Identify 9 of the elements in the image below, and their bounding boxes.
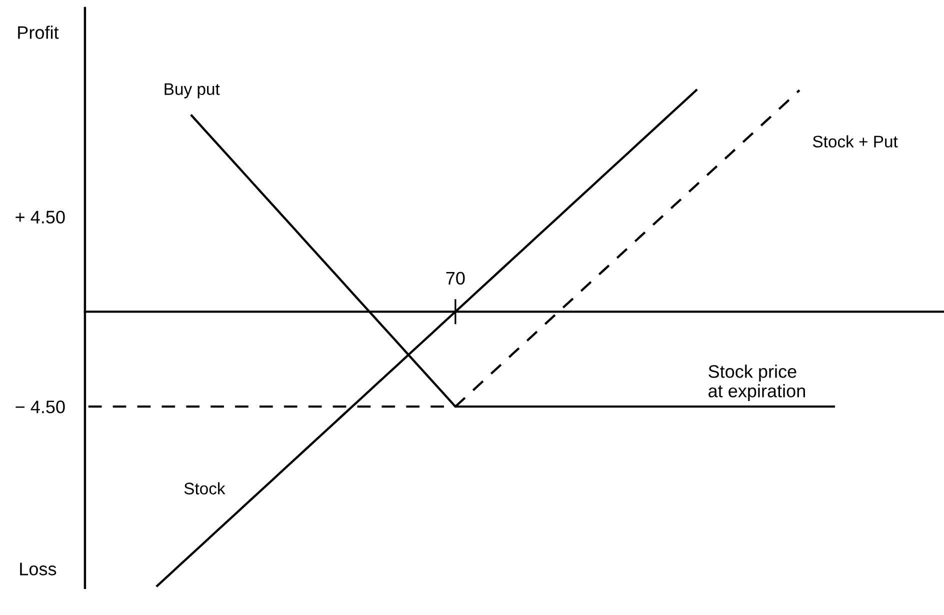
- y-tick-label: + 4.50: [16, 210, 65, 224]
- text: Profit: [18, 26, 59, 39]
- x-tick-label: 70: [446, 272, 465, 285]
- x-axis-title: Stock price at expiration: [708, 364, 805, 401]
- text: Stock + Put: [812, 135, 898, 148]
- y-tick-label: − 4.50: [16, 400, 65, 414]
- text: Loss: [20, 562, 56, 576]
- series-label: Stock: [184, 482, 226, 494]
- series-label: Buy put: [164, 83, 220, 98]
